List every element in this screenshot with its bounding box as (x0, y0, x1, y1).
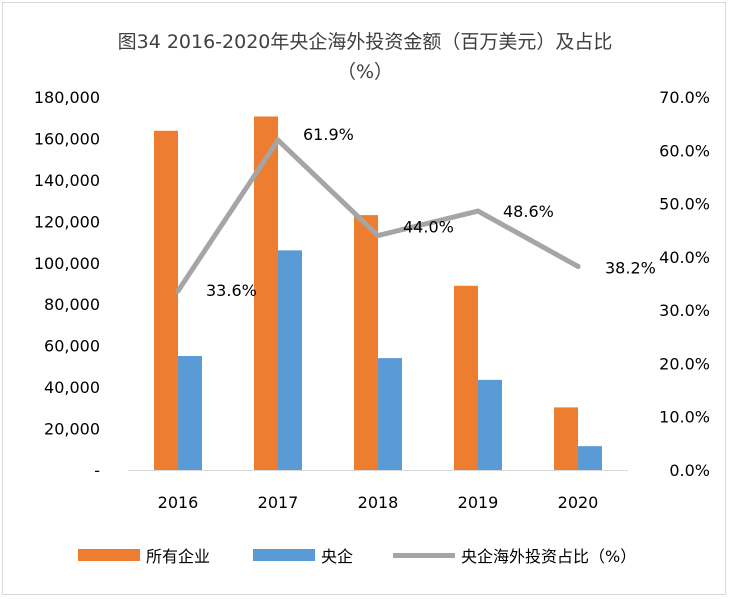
legend-label-central-soe: 央企 (321, 547, 354, 566)
y-left-tick-label: 80,000 (44, 295, 100, 314)
y-right-tick-label: 60.0% (659, 141, 710, 160)
y-left-tick-label: 180,000 (34, 88, 100, 107)
y-left-tick-label: 60,000 (44, 337, 100, 356)
share-data-label: 44.0% (403, 218, 454, 237)
legend-swatch-share-line (393, 552, 455, 558)
y-right-tick-label: 20.0% (659, 354, 710, 373)
x-tick-label: 2019 (458, 493, 499, 512)
y-left-tick-label: 120,000 (34, 212, 100, 231)
bar-central-soe-2018 (378, 358, 402, 470)
share-point-2019 (475, 208, 481, 214)
y-left-tick-label: 140,000 (34, 171, 100, 190)
x-tick-label: 2020 (558, 493, 599, 512)
y-right-tick-label: 10.0% (659, 408, 710, 427)
y-right-tick-label: 50.0% (659, 195, 710, 214)
y-left-tick-label: 160,000 (34, 129, 100, 148)
legend-swatch-all-enterprises (78, 549, 140, 561)
share-data-label: 48.6% (503, 202, 554, 221)
share-point-2016 (175, 288, 181, 294)
share-point-2017 (275, 137, 281, 143)
x-tick-label: 2016 (158, 493, 199, 512)
bar-central-soe-2016 (178, 356, 202, 470)
bar-all-enterprises-2016 (154, 130, 178, 470)
legend-item-share-line: 央企海外投资占比（%） (393, 540, 636, 570)
bar-central-soe-2020 (578, 446, 602, 470)
legend-item-all-enterprises: 所有企业 (78, 540, 210, 570)
y-left-tick-label: - (94, 461, 100, 480)
bar-central-soe-2017 (278, 250, 302, 470)
share-data-label: 33.6% (206, 281, 257, 300)
y-right-tick-label: 40.0% (659, 248, 710, 267)
y-left-tick-label: 100,000 (34, 254, 100, 273)
x-tick-label: 2017 (258, 493, 299, 512)
x-tick-label: 2018 (358, 493, 399, 512)
y-left-tick-label: 40,000 (44, 378, 100, 397)
legend-item-central-soe: 央企 (253, 540, 353, 570)
legend-label-share-line: 央企海外投资占比（%） (461, 547, 637, 566)
bar-all-enterprises-2018 (354, 215, 378, 470)
bar-all-enterprises-2020 (554, 407, 578, 470)
legend: 所有企业 央企 央企海外投资占比（%） (0, 540, 730, 570)
bar-all-enterprises-2017 (254, 116, 278, 471)
chart-title: 图34 2016-2020年央企海外投资金额（百万美元）及占比 (117, 31, 613, 53)
y-right-tick-label: 30.0% (659, 301, 710, 320)
share-point-2018 (375, 233, 381, 239)
share-data-label: 61.9% (303, 125, 354, 144)
chart-title-line2: （%） (336, 61, 394, 83)
y-right-tick-label: 0.0% (669, 461, 710, 480)
y-right-tick-label: 70.0% (659, 88, 710, 107)
bar-all-enterprises-2019 (454, 285, 478, 470)
bar-central-soe-2019 (478, 379, 502, 470)
share-point-2020 (575, 263, 581, 269)
y-left-tick-label: 20,000 (44, 420, 100, 439)
legend-label-all-enterprises: 所有企业 (146, 547, 211, 566)
share-data-label: 38.2% (605, 258, 656, 277)
legend-swatch-central-soe (253, 549, 315, 561)
